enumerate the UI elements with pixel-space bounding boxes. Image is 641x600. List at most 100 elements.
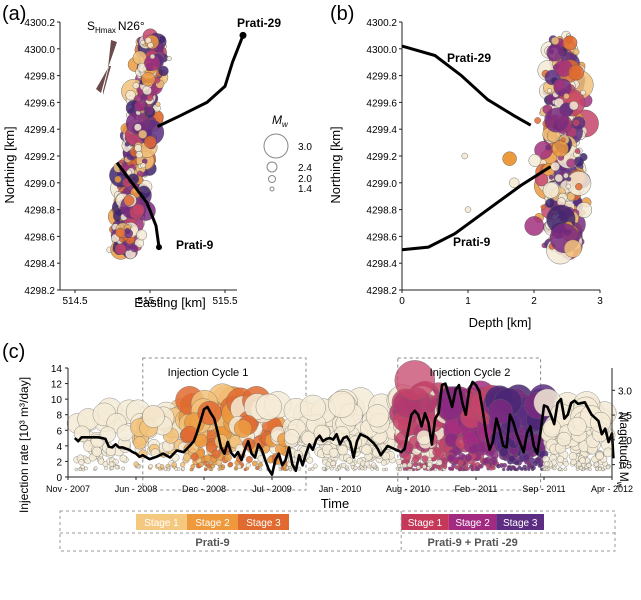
well-label-prati-29-a: Prati-29: [237, 16, 281, 30]
stage-label: Stage 3: [503, 518, 538, 529]
y-tick-label-b: 4300.0: [366, 45, 397, 56]
magnitude-marker: [189, 467, 193, 472]
stage-label: Stage 1: [408, 518, 443, 529]
y-tick-label-b: 4298.2: [366, 286, 397, 297]
magnitude-marker: [325, 461, 332, 467]
magnitude-marker: [498, 447, 509, 458]
magnitude-marker: [556, 431, 572, 447]
magnitude-legend: Mw 3.0 2.4 2.0 1.4: [263, 113, 312, 195]
legend-value-1.4: 1.4: [298, 184, 312, 195]
y-tick-label-left: 6: [56, 426, 62, 437]
magnitude-marker: [412, 455, 420, 463]
event-marker: [144, 119, 151, 127]
magnitude-marker: [579, 466, 583, 471]
x-tick-label-b: 1: [465, 296, 471, 307]
stress-label: SHmax N26°: [87, 19, 145, 35]
y-tick-label-right: 2.0: [618, 436, 632, 447]
magnitude-marker: [579, 457, 586, 464]
injection-rate-line: [73, 380, 615, 476]
legend-circle-2.4: [266, 161, 278, 173]
event-marker: [133, 123, 142, 132]
magnitude-marker: [97, 458, 105, 465]
magnitude-marker: [447, 454, 455, 462]
cycle-1-label: Injection Cycle 1: [168, 367, 249, 379]
magnitude-marker: [491, 466, 496, 471]
stage-bar: Stage 1 Stage 2 Stage 3 Stage 1 Stage 2 Stage…: [59, 510, 616, 552]
magnitude-marker: [328, 390, 356, 418]
y-tick-label-a: 4298.2: [24, 286, 55, 297]
x-tick-label-c: Dec - 2008: [182, 484, 226, 494]
magnitude-marker: [588, 467, 592, 472]
event-marker: [145, 106, 154, 115]
y-tick-label-left: 14: [51, 364, 63, 375]
magnitude-marker: [360, 466, 365, 471]
magnitude-marker: [174, 467, 178, 471]
panel-a-label: (a): [2, 3, 26, 25]
magnitude-marker: [506, 465, 512, 470]
event-marker: [563, 239, 582, 258]
magnitude-marker: [405, 467, 409, 471]
magnitude-marker: [603, 447, 613, 458]
magnitude-marker: [416, 465, 421, 470]
magnitude-marker: [520, 467, 525, 471]
stage-label: Stage 2: [195, 518, 230, 529]
magnitude-marker: [211, 449, 221, 459]
x-tick-label-c: Apr - 2012: [591, 484, 633, 494]
magnitude-marker: [353, 465, 358, 470]
legend-title: Mw: [272, 113, 289, 129]
panel-b-points: [461, 30, 599, 265]
magnitude-marker: [532, 460, 539, 467]
panel-c-label: (c): [2, 341, 25, 363]
magnitude-marker: [133, 461, 139, 467]
magnitude-marker: [567, 416, 587, 436]
magnitude-marker: [346, 467, 350, 472]
magnitude-marker: [245, 462, 251, 468]
y-tick-label-b: 4299.0: [366, 179, 397, 190]
magnitude-marker: [526, 464, 531, 470]
y-tick-label-right: 1.5: [618, 461, 632, 472]
event-marker: [580, 89, 586, 96]
magnitude-marker: [375, 467, 380, 471]
magnitude-marker: [601, 467, 605, 471]
magnitude-marker: [364, 461, 370, 467]
magnitude-marker: [464, 453, 473, 462]
event-marker: [461, 152, 468, 160]
event-marker: [140, 39, 146, 45]
legend-circle-3.0: [263, 133, 289, 159]
event-marker: [115, 227, 126, 238]
magnitude-marker: [464, 465, 469, 470]
event-marker: [125, 90, 136, 101]
magnitude-marker: [556, 455, 565, 463]
event-marker: [166, 56, 172, 62]
legend-value-2.0: 2.0: [298, 174, 312, 185]
magnitude-marker: [110, 466, 114, 471]
event-marker: [554, 173, 563, 183]
magnitude-marker: [81, 467, 86, 472]
panel-c-axes: 0 2 4 6 8 10 12 14 1.5 2.0 2.5 3.0 Nov - 2007 Jun - 2…: [46, 364, 633, 494]
x-tick-label-c: Sep - 2011: [522, 484, 565, 494]
panel-a-axes: 4298.2 4298.4 4298.6 4298.8 4299.0 4299.2 4299…: [24, 18, 238, 307]
magnitude-marker: [78, 459, 85, 466]
event-marker: [550, 161, 560, 172]
x-tick-label-a: 515.0: [137, 296, 162, 307]
legend-value-3.0: 3.0: [298, 142, 312, 153]
event-marker: [502, 151, 517, 166]
y-tick-label-left: 12: [51, 380, 63, 391]
well-group-prati-9-29: Prati-9 + Prati -29: [428, 537, 518, 549]
event-marker: [114, 175, 122, 183]
x-tick-label-c: Jul - 2009: [252, 484, 292, 494]
event-marker: [138, 129, 148, 139]
magnitude-marker: [183, 453, 191, 462]
magnitude-marker: [411, 467, 416, 472]
magnitude-marker: [156, 463, 162, 468]
magnitude-marker: [558, 467, 562, 471]
magnitude-marker: [598, 467, 602, 471]
magnitude-marker: [563, 467, 568, 471]
event-marker: [562, 35, 578, 51]
magnitude-marker: [307, 467, 312, 472]
y-tick-label-a: 4300.0: [24, 45, 55, 56]
magnitude-marker: [328, 447, 339, 458]
magnitude-marker: [321, 466, 326, 471]
event-marker: [141, 72, 156, 87]
y-tick-label-a: 4299.0: [24, 179, 55, 190]
